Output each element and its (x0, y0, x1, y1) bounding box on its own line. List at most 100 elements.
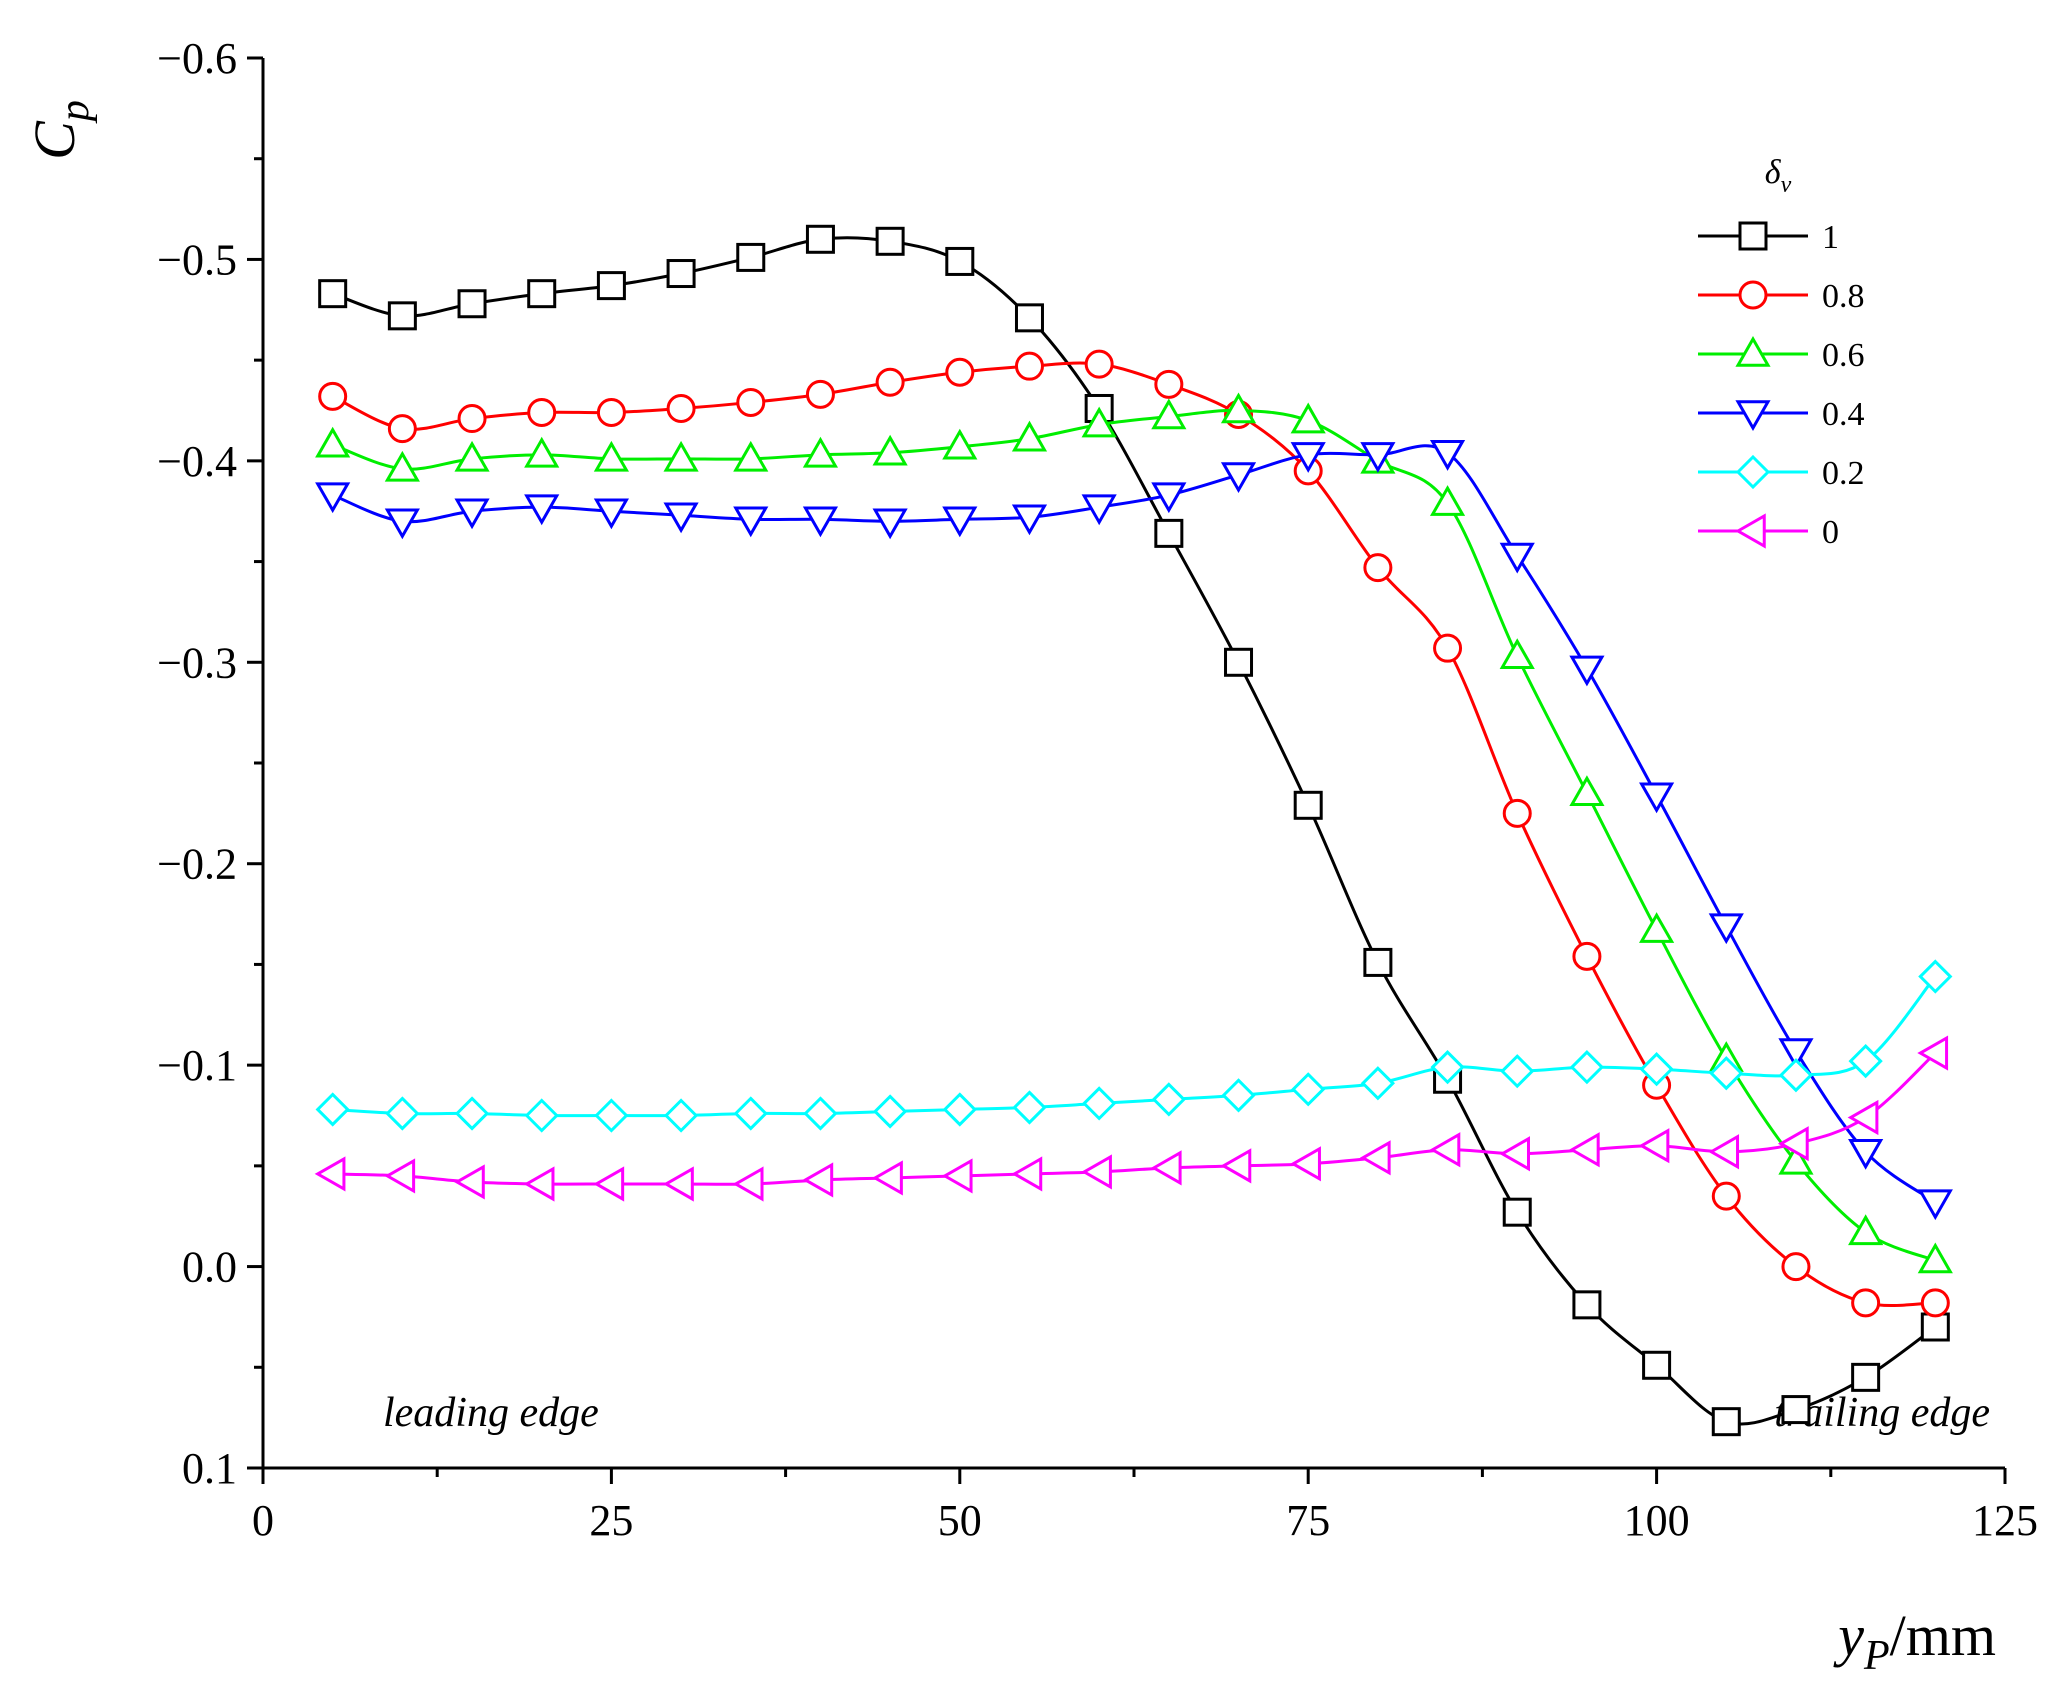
data-point (527, 279, 557, 309)
data-point (1429, 440, 1466, 471)
data-point (1569, 775, 1605, 806)
data-point (805, 379, 835, 409)
data-point (1291, 1072, 1326, 1107)
series-0-6 (315, 392, 1953, 1274)
data-point (593, 1166, 625, 1202)
data-point (527, 398, 557, 428)
legend-label: 0.2 (1822, 455, 1865, 492)
y-tick-label: −0.4 (157, 437, 237, 486)
data-point (1638, 1128, 1670, 1164)
data-point (384, 1158, 416, 1194)
data-point (1711, 1407, 1741, 1437)
y-tick-label: −0.2 (157, 840, 237, 889)
data-point (1777, 1126, 1809, 1162)
legend-item: 0.8 (1698, 278, 1865, 315)
y-tick-label: −0.1 (157, 1041, 237, 1090)
data-point (1221, 1078, 1256, 1113)
x-axis-title: yP/mm (1833, 1603, 1996, 1679)
x-tick-label: 0 (252, 1496, 274, 1545)
data-point (524, 1098, 559, 1133)
data-point (1363, 947, 1393, 977)
data-point (1363, 553, 1393, 583)
y-tick-label: −0.6 (157, 34, 237, 83)
data-point (523, 1166, 555, 1202)
data-point (802, 1162, 834, 1198)
data-point (1572, 941, 1602, 971)
data-point (942, 428, 978, 460)
data-point (454, 498, 490, 530)
data-point (1150, 1150, 1182, 1186)
data-point (945, 246, 975, 276)
data-point (315, 482, 351, 514)
data-point (1224, 647, 1254, 677)
series-0-2 (315, 959, 1953, 1133)
legend-item: 0 (1698, 513, 1839, 551)
data-point (1430, 1050, 1465, 1085)
data-point (387, 301, 417, 331)
data-point (1359, 1140, 1391, 1176)
data-point (1920, 1288, 1950, 1318)
legend-marker (1735, 400, 1771, 432)
data-point (457, 404, 487, 434)
y-tick-label: −0.3 (157, 638, 237, 687)
data-point (736, 242, 766, 272)
data-point (1151, 398, 1187, 430)
data-point (1360, 442, 1396, 473)
data-point (1502, 798, 1532, 828)
data-point (666, 393, 696, 423)
legend-item: 0.2 (1698, 454, 1865, 492)
data-point (1081, 1154, 1112, 1190)
data-point (1708, 1134, 1740, 1170)
data-point (1781, 1252, 1811, 1282)
data-point (454, 1096, 490, 1131)
data-point (1499, 1136, 1530, 1172)
x-tick-label: 25 (589, 1496, 633, 1545)
data-point (1011, 504, 1048, 536)
data-point (802, 506, 839, 538)
y-tick-label: 0.1 (182, 1444, 237, 1493)
data-point (1154, 369, 1184, 399)
data-point (1502, 1197, 1532, 1227)
data-point (1709, 1056, 1744, 1091)
tick-labels: 0 25 50 75 100 125 −0.6 −0.5 −0.4 −0.3 −0.2 −0.1 0.0… (157, 34, 2038, 1545)
data-point (1917, 1242, 1953, 1274)
data-point (875, 226, 905, 256)
data-point (1851, 1362, 1881, 1392)
data-point (872, 1094, 908, 1129)
data-point (1848, 1043, 1883, 1079)
data-point (1433, 633, 1463, 663)
legend-label: 0.4 (1822, 396, 1865, 433)
data-point (1851, 1288, 1881, 1318)
data-point (1154, 518, 1184, 548)
data-point (1920, 1312, 1950, 1342)
data-point (663, 440, 699, 472)
legend-label: 0 (1822, 514, 1839, 551)
data-point (1639, 1052, 1674, 1087)
x-tick-label: 100 (1624, 1496, 1690, 1545)
data-point (1917, 1035, 1949, 1071)
data-point (802, 436, 839, 468)
data-point (594, 1098, 629, 1133)
legend-item: 1 (1698, 219, 1839, 256)
data-point (385, 1096, 420, 1131)
data-point (1290, 1146, 1321, 1182)
data-point (1290, 442, 1326, 473)
data-point (1781, 1395, 1811, 1425)
data-point (1572, 1290, 1602, 1320)
data-point (1639, 912, 1675, 943)
legend-marker (1734, 513, 1766, 549)
data-point (1778, 1038, 1814, 1070)
data-point (596, 271, 626, 301)
legend-label: 1 (1822, 219, 1839, 256)
data-point (1569, 655, 1605, 687)
data-point (805, 224, 835, 254)
legend-marker (1738, 221, 1768, 251)
data-point (318, 279, 348, 309)
data-point (593, 498, 629, 530)
legend-label: 0.6 (1822, 337, 1865, 374)
data-point (733, 506, 769, 538)
data-point (1081, 494, 1117, 526)
data-point (1917, 1189, 1953, 1221)
data-point (1290, 402, 1326, 434)
